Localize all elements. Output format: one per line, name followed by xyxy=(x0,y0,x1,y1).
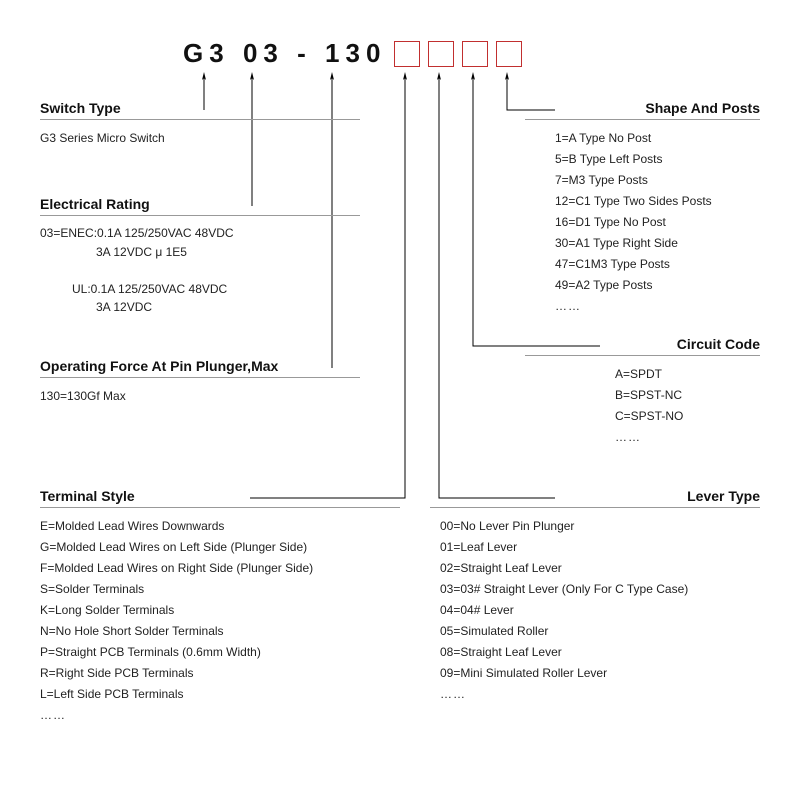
part-number-blank-3 xyxy=(462,41,488,67)
section-body: 03=ENEC:0.1A 125/250VAC 48VDC 3A 12VDC μ… xyxy=(40,224,360,317)
section-title: Lever Type xyxy=(430,488,760,508)
part-number-blank-1 xyxy=(394,41,420,67)
section-terminal-style: Terminal Style E=Molded Lead Wires Downw… xyxy=(40,488,400,726)
section-title: Electrical Rating xyxy=(40,196,360,216)
section-circuit-code: Circuit Code A=SPDT B=SPST-NC C=SPST-NO … xyxy=(525,336,760,448)
section-body: E=Molded Lead Wires Downwards G=Molded L… xyxy=(40,516,400,726)
part-number-row: G3 03 - 130 xyxy=(183,38,522,69)
section-body: 1=A Type No Post 5=B Type Left Posts 7=M… xyxy=(525,128,760,317)
section-electrical-rating: Electrical Rating 03=ENEC:0.1A 125/250VA… xyxy=(40,196,360,317)
section-switch-type: Switch Type G3 Series Micro Switch xyxy=(40,100,360,149)
section-title: Terminal Style xyxy=(40,488,400,508)
part-number-text: G3 03 - 130 xyxy=(183,38,386,69)
section-title: Circuit Code xyxy=(525,336,760,356)
part-number-blank-2 xyxy=(428,41,454,67)
section-title: Operating Force At Pin Plunger,Max xyxy=(40,358,360,378)
section-body: G3 Series Micro Switch xyxy=(40,128,360,149)
section-lever-type: Lever Type 00=No Lever Pin Plunger 01=Le… xyxy=(430,488,760,705)
section-body: A=SPDT B=SPST-NC C=SPST-NO …… xyxy=(525,364,760,448)
part-number-blank-4 xyxy=(496,41,522,67)
section-body: 130=130Gf Max xyxy=(40,386,360,407)
section-title: Switch Type xyxy=(40,100,360,120)
section-operating-force: Operating Force At Pin Plunger,Max 130=1… xyxy=(40,358,360,407)
section-shape-and-posts: Shape And Posts 1=A Type No Post 5=B Typ… xyxy=(525,100,760,317)
section-body: 00=No Lever Pin Plunger 01=Leaf Lever 02… xyxy=(430,516,760,705)
section-title: Shape And Posts xyxy=(525,100,760,120)
